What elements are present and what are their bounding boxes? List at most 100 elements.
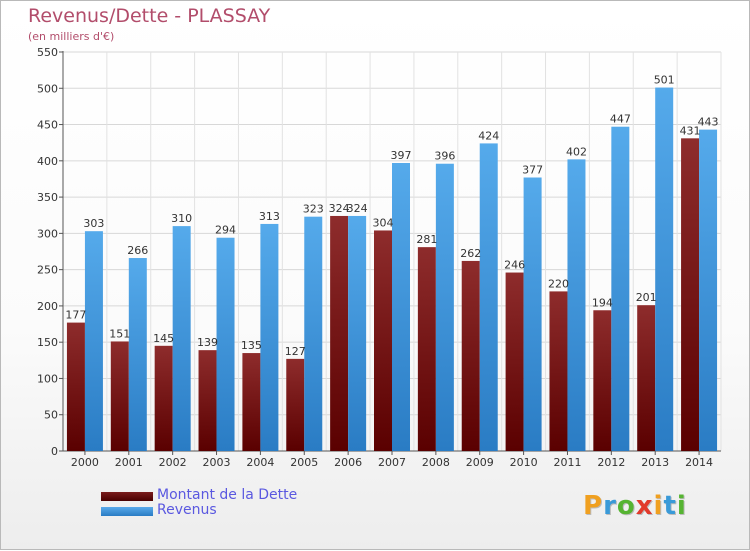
bar <box>330 215 349 451</box>
x-tick-label: 2007 <box>378 456 406 469</box>
bar <box>198 350 217 451</box>
bar <box>348 215 367 451</box>
bar <box>611 126 630 452</box>
logo-letter: o <box>616 491 636 521</box>
y-tick-label: 300 <box>37 227 58 240</box>
data-label: 310 <box>171 212 192 225</box>
data-label: 281 <box>416 233 437 246</box>
y-tick-label: 150 <box>37 336 58 349</box>
bar <box>435 163 454 451</box>
x-tick-label: 2008 <box>422 456 450 469</box>
bar <box>128 258 147 451</box>
data-label: 397 <box>391 149 412 162</box>
logo-letter: x <box>635 491 654 521</box>
bar <box>172 226 191 451</box>
data-label: 323 <box>303 203 324 216</box>
x-tick-label: 2009 <box>466 456 494 469</box>
data-label: 501 <box>654 74 675 87</box>
bars <box>66 87 718 452</box>
data-label: 177 <box>65 309 86 322</box>
y-tick-label: 250 <box>37 264 58 277</box>
bar <box>523 177 542 451</box>
logo-letter: P <box>583 491 604 521</box>
bar <box>505 272 524 451</box>
bar <box>549 291 568 451</box>
x-tick-label: 2005 <box>290 456 318 469</box>
legend-swatch-revenus <box>101 507 153 516</box>
bar <box>110 341 129 451</box>
x-tick-label: 2006 <box>334 456 362 469</box>
data-label: 324 <box>347 202 368 215</box>
data-label: 313 <box>259 210 280 223</box>
data-label: 220 <box>548 277 569 290</box>
bar <box>286 358 305 451</box>
bar <box>461 260 480 451</box>
bar <box>681 138 700 451</box>
data-label: 443 <box>698 116 719 129</box>
bar <box>479 143 498 451</box>
y-tick-label: 400 <box>37 155 58 168</box>
data-label: 246 <box>504 259 525 272</box>
y-tick-label: 0 <box>51 445 58 458</box>
x-tick-label: 2000 <box>71 456 99 469</box>
data-label: 424 <box>478 129 499 142</box>
y-tick-label: 450 <box>37 119 58 132</box>
data-label: 135 <box>241 339 262 352</box>
x-tick-label: 2001 <box>115 456 143 469</box>
x-tick-label: 2004 <box>246 456 274 469</box>
bar <box>392 162 410 451</box>
axes: 0 50 100 150 200 250 300 350 400 450 500 550 2000 200… <box>37 46 721 469</box>
data-label: 145 <box>153 332 174 345</box>
x-tick-label: 2003 <box>203 456 231 469</box>
bar <box>374 230 392 451</box>
y-tick-label: 50 <box>44 409 58 422</box>
data-label: 304 <box>373 216 394 229</box>
data-label: 262 <box>460 247 481 260</box>
bar <box>567 159 586 451</box>
bar <box>242 353 261 451</box>
proxiti-logo: Proxiti <box>583 491 687 521</box>
bar <box>593 310 612 451</box>
logo-letter: t <box>663 491 677 521</box>
data-label: 127 <box>285 345 306 358</box>
data-label: 201 <box>636 291 657 304</box>
bar <box>655 87 674 451</box>
legend-label-revenus: Revenus <box>157 502 217 518</box>
bar <box>154 345 173 451</box>
bar <box>304 216 323 451</box>
x-tick-label: 2012 <box>597 456 625 469</box>
y-tick-label: 550 <box>37 46 58 59</box>
bar <box>637 305 656 451</box>
data-label: 139 <box>197 336 218 349</box>
data-label: 266 <box>127 244 148 257</box>
x-tick-label: 2011 <box>553 456 581 469</box>
data-label: 396 <box>434 150 455 163</box>
y-tick-label: 200 <box>37 300 58 313</box>
logo-letter: i <box>653 491 664 521</box>
data-label: 447 <box>610 113 631 126</box>
bar <box>699 129 718 451</box>
bar <box>417 247 436 451</box>
legend-label-dette: Montant de la Dette <box>157 487 298 503</box>
bar <box>216 237 235 451</box>
x-tick-label: 2010 <box>510 456 538 469</box>
data-label: 324 <box>329 202 350 215</box>
x-tick-label: 2002 <box>159 456 187 469</box>
y-tick-label: 350 <box>37 191 58 204</box>
data-label: 194 <box>592 296 613 309</box>
y-tick-label: 100 <box>37 372 58 385</box>
x-tick-label: 2014 <box>685 456 713 469</box>
chart-subtitle: (en milliers d'€) <box>28 30 115 43</box>
chart-title: Revenus/Dette - PLASSAY <box>28 5 271 27</box>
logo-letter: r <box>603 491 617 521</box>
data-label: 377 <box>522 164 543 177</box>
y-tick-label: 500 <box>37 82 58 95</box>
bar <box>260 223 279 451</box>
data-label: 151 <box>109 327 130 340</box>
legend-swatch-dette <box>101 492 153 501</box>
data-label: 294 <box>215 224 236 237</box>
data-label: 431 <box>680 124 701 137</box>
